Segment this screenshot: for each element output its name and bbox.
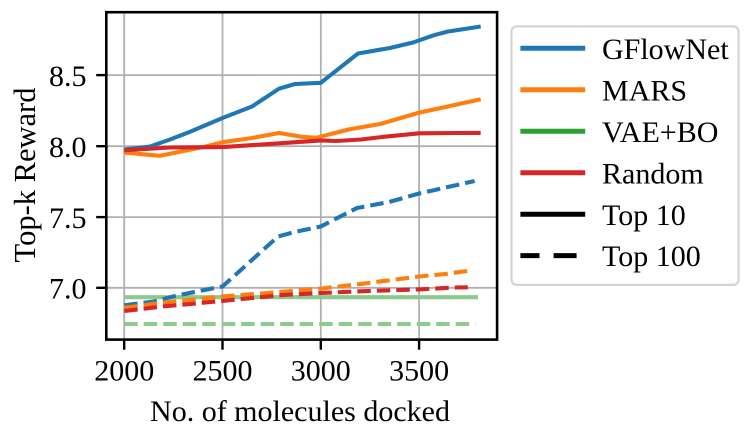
svg-text:Top 100: Top 100: [602, 240, 701, 273]
svg-text:Top-k Reward: Top-k Reward: [8, 88, 42, 263]
svg-text:8.0: 8.0: [49, 131, 87, 164]
svg-text:VAE+BO: VAE+BO: [602, 116, 718, 149]
svg-text:Top 10: Top 10: [602, 199, 686, 232]
svg-text:Random: Random: [602, 157, 704, 190]
svg-text:3000: 3000: [291, 355, 351, 388]
svg-text:No. of molecules docked: No. of molecules docked: [150, 395, 450, 428]
svg-text:3500: 3500: [389, 355, 449, 388]
svg-text:MARS: MARS: [602, 74, 687, 107]
svg-text:2500: 2500: [193, 355, 253, 388]
svg-text:7.5: 7.5: [49, 202, 87, 235]
svg-text:7.0: 7.0: [49, 273, 87, 306]
svg-text:GFlowNet: GFlowNet: [602, 33, 729, 66]
svg-text:8.5: 8.5: [49, 60, 87, 93]
svg-text:2000: 2000: [94, 355, 154, 388]
